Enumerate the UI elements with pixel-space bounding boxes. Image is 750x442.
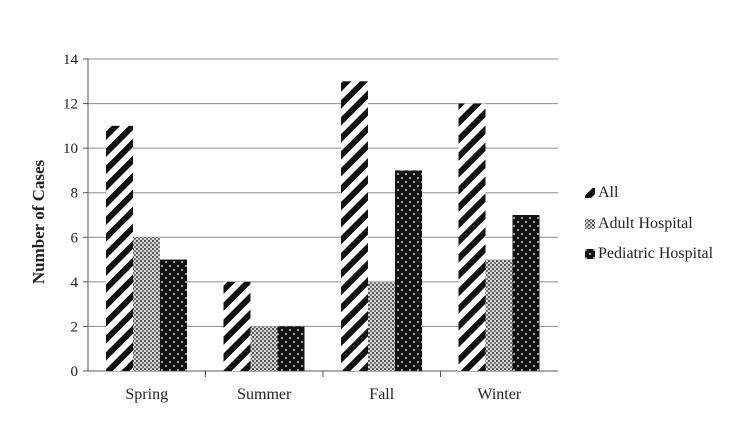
y-tick-label: 14 bbox=[63, 52, 79, 68]
bar-pediatric-hospital bbox=[512, 215, 540, 371]
y-axis-label: Number of Cases bbox=[29, 159, 48, 284]
y-tick-label: 6 bbox=[71, 230, 79, 246]
bar-adult-hospital bbox=[368, 281, 395, 371]
legend-swatch bbox=[585, 219, 595, 229]
y-tick-label: 10 bbox=[63, 141, 78, 157]
bar-pediatric-hospital bbox=[395, 170, 422, 371]
bar-pediatric-hospital bbox=[160, 259, 187, 371]
bar-all bbox=[106, 125, 133, 371]
y-tick-label: 2 bbox=[71, 319, 79, 335]
x-tick-label: Fall bbox=[369, 386, 394, 403]
bar-adult-hospital bbox=[485, 259, 513, 371]
y-tick-label: 12 bbox=[63, 97, 78, 113]
x-tick-label: Winter bbox=[477, 386, 521, 403]
bar-pediatric-hospital bbox=[277, 326, 305, 371]
legend: All Adult Hospital Pediatric Hospital bbox=[585, 184, 714, 262]
bar-all bbox=[341, 81, 368, 372]
y-tick-label: 8 bbox=[71, 186, 79, 202]
legend-label: Adult Hospital bbox=[598, 215, 693, 232]
bar-adult-hospital bbox=[250, 326, 278, 371]
legend-swatch bbox=[585, 188, 595, 198]
tick-labels: 0 2 4 6 8 10 12 14 Spring Summer Fall Winter bbox=[63, 52, 522, 403]
y-tick-label: 4 bbox=[71, 275, 79, 291]
x-tick-label: Summer bbox=[237, 386, 292, 403]
y-tick-label: 0 bbox=[71, 364, 79, 380]
legend-swatch bbox=[585, 249, 595, 259]
bars bbox=[106, 81, 540, 372]
legend-label: Pediatric Hospital bbox=[598, 245, 714, 262]
x-tick-label: Spring bbox=[125, 386, 168, 403]
bar-all bbox=[223, 281, 251, 371]
legend-label: All bbox=[598, 184, 619, 201]
bar-all bbox=[458, 103, 486, 372]
bar-adult-hospital bbox=[133, 237, 160, 371]
